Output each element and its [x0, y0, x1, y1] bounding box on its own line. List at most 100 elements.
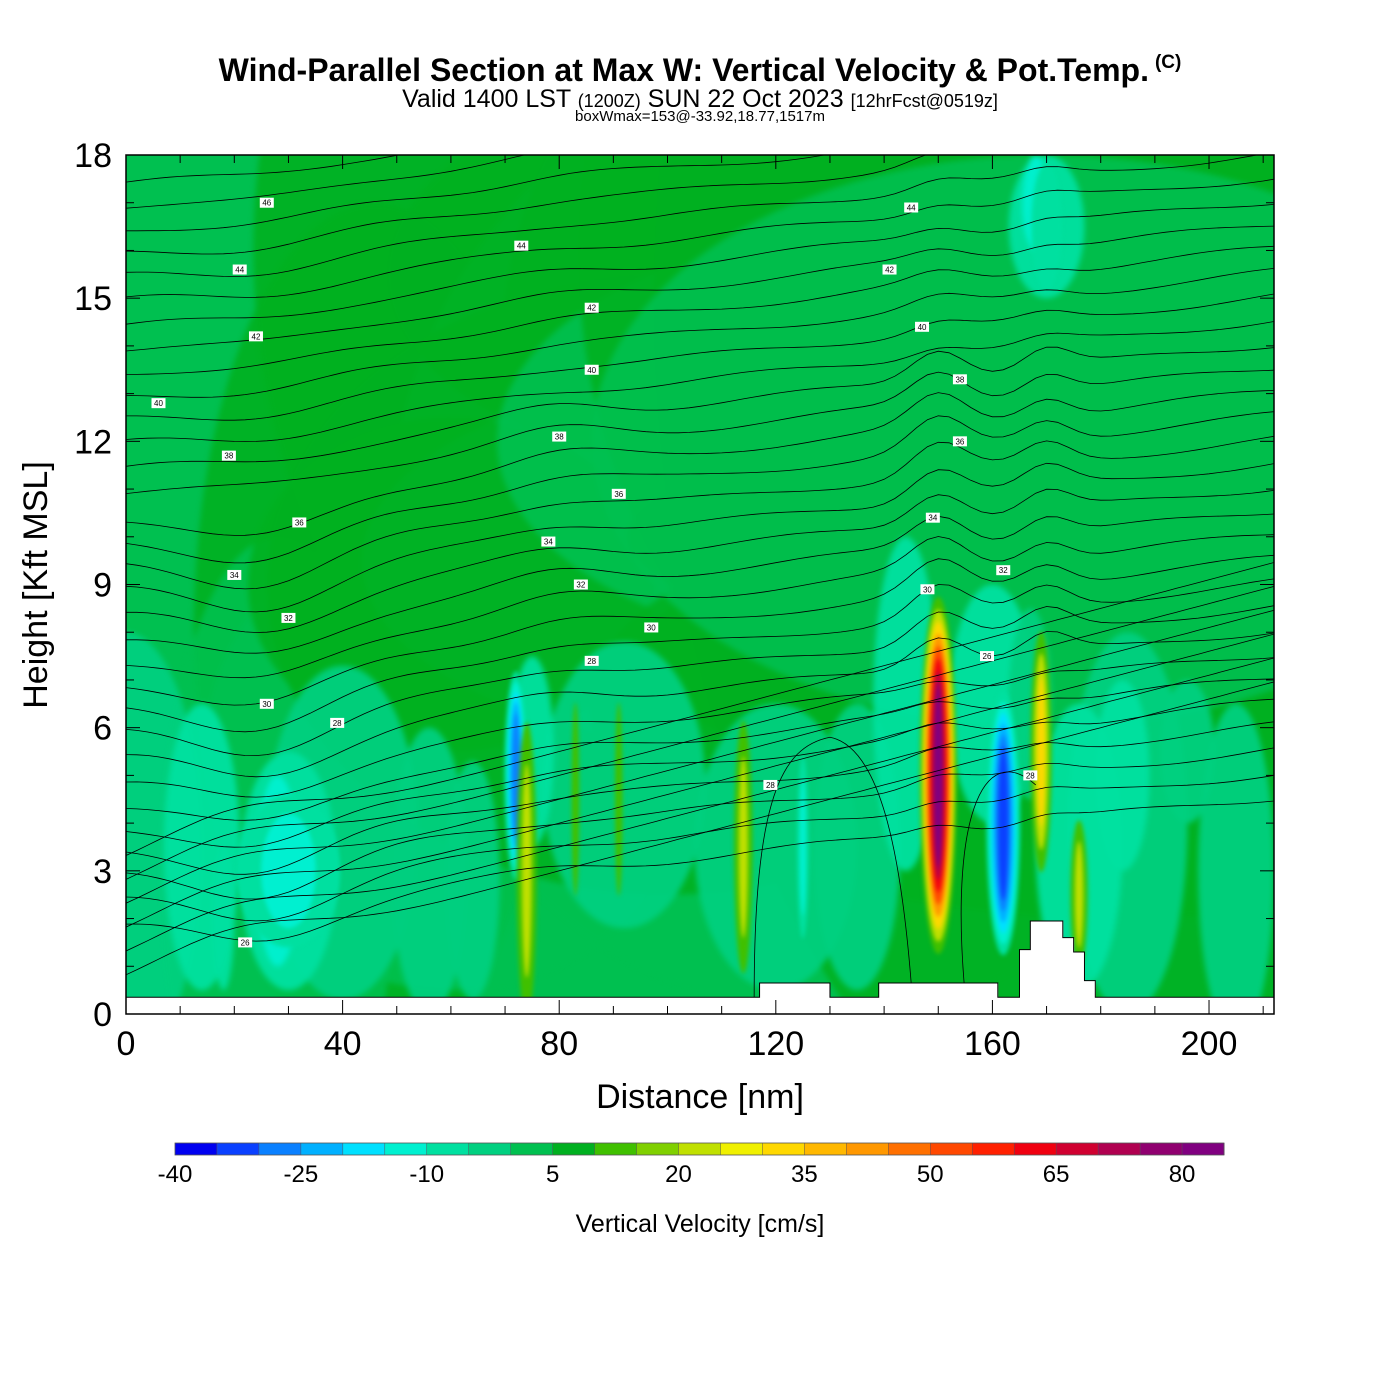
contour-label-text: 36: [614, 490, 623, 499]
contour-label-text: 44: [907, 203, 916, 212]
contour-label-text: 34: [928, 514, 937, 523]
potential-temperature-contours: [126, 10, 1274, 998]
contour-label-4: 38: [221, 450, 236, 461]
contour-label-text: 42: [885, 266, 894, 275]
contour-label-27: 32: [996, 565, 1011, 576]
contour-label-text: 26: [241, 938, 250, 947]
colorbar-swatch: [258, 1143, 302, 1155]
contour-label-text: 40: [154, 399, 163, 408]
isentrope-dome-2: [960, 771, 1037, 998]
terrain-step-6: [1030, 920, 1064, 1014]
colorbar-tick-label: 50: [917, 1161, 944, 1188]
isentrope-12: [126, 513, 1274, 654]
colorbar-tick-label: 20: [665, 1161, 692, 1188]
contour-label-28: 30: [920, 584, 935, 595]
isentrope-28: [126, 155, 927, 255]
colorbar-tick-label: -40: [158, 1161, 193, 1188]
isentrope-13: [126, 488, 1274, 633]
x-tick-label: 200: [1181, 1025, 1238, 1063]
terrain-step-10: [1095, 997, 1274, 1014]
colorbar-tick-label: -10: [409, 1161, 444, 1188]
contour-label-12: 42: [584, 302, 599, 313]
isentrope-25: [126, 204, 1274, 325]
colorbar-swatch: [552, 1143, 596, 1155]
colorbar-swatch: [720, 1143, 763, 1155]
contour-label-text: 34: [544, 538, 553, 547]
contour-label-text: 32: [284, 614, 293, 623]
contour-label-text: 28: [587, 657, 596, 666]
isentrope-17: [126, 390, 1274, 536]
contour-label-text: 30: [262, 700, 271, 709]
contour-label-text: 38: [555, 433, 564, 442]
isentrope-18: [126, 369, 1274, 494]
field-low-8: [542, 641, 706, 929]
colorbar-tick-label: -25: [284, 1161, 319, 1188]
contour-label-text: 38: [955, 375, 964, 384]
colorbar-swatch: [762, 1143, 805, 1155]
contour-label-15: 36: [611, 488, 626, 499]
colorbar-tick-label: 80: [1169, 1161, 1196, 1188]
isentrope-33: [126, 10, 1274, 133]
contour-label-text: 44: [517, 242, 526, 251]
field-low-6: [391, 727, 468, 1014]
x-tick-label: 80: [540, 1025, 578, 1063]
x-tick-label: 120: [747, 1025, 804, 1063]
isentrope-32: [126, 37, 1274, 155]
contour-label-16: 34: [541, 536, 556, 547]
colorbar-swatch: [342, 1143, 386, 1155]
isentrope-11: [126, 534, 1274, 679]
isentrope-0: [126, 800, 1274, 942]
contour-label-30: 28: [1023, 770, 1038, 781]
isentrope-4: [126, 698, 1274, 848]
velocity-cores: [236, 162, 1088, 1014]
contour-label-5: 36: [292, 517, 307, 528]
contour-label-0: 46: [259, 197, 274, 208]
field-low-16: [1095, 679, 1150, 871]
contour-label-text: 44: [235, 266, 244, 275]
y-tick-label: 0: [93, 996, 112, 1034]
isentrope-26: [126, 178, 1274, 298]
contour-label-10: 26: [238, 937, 253, 948]
contour-label-8: 30: [259, 698, 274, 709]
field-low-17: [1198, 703, 1274, 1014]
contour-label-text: 36: [955, 437, 964, 446]
contour-label-21: 44: [904, 202, 919, 213]
contour-label-29: 26: [980, 651, 994, 662]
terrain-step-9: [1084, 980, 1096, 1014]
colorbar-tick-label: 5: [546, 1161, 559, 1188]
colorbar-frame: [174, 1142, 1225, 1156]
terrain-step-2: [829, 997, 880, 1014]
field-region-0: [91, 0, 161, 12]
colorbar-swatch: [846, 1143, 889, 1155]
velocity-core-7: [986, 690, 1021, 956]
velocity-core-3: [615, 702, 623, 896]
contour-labels: 46 44 42 40 38 36 34 32 30 28 26 44 42 40 38 36 34 32 30 28…: [151, 197, 1038, 948]
contour-label-text: 38: [224, 452, 233, 461]
contour-label-text: 28: [1026, 771, 1035, 780]
colorbar-tick-label: 35: [791, 1161, 818, 1188]
contour-label-text: 42: [252, 332, 261, 341]
y-tick-label: 15: [74, 280, 112, 318]
field-low-18: [1160, 679, 1215, 824]
isentrope-low-5: [126, 562, 1274, 856]
isentrope-low-1: [126, 657, 1274, 952]
isentrope-low-4: [126, 586, 1274, 880]
y-axis-title: Height [Kft MSL]: [17, 461, 55, 709]
contour-label-text: 28: [333, 719, 342, 728]
field-region-20: [591, 155, 1274, 728]
contour-label-9: 28: [330, 717, 345, 728]
contour-label-text: 28: [766, 781, 775, 790]
isentrope-24: [126, 225, 1274, 352]
colorbar-swatch: [1182, 1143, 1225, 1155]
isentrope-low-3: [126, 609, 1274, 904]
isentrope-6: [126, 657, 1274, 798]
isentrope-dome: [753, 736, 912, 998]
isentrope-16: [126, 411, 1274, 564]
y-tick-label: 18: [74, 137, 112, 175]
colorbar-title: Vertical Velocity [cm/s]: [576, 1210, 825, 1238]
colorbar-swatch: [678, 1143, 721, 1155]
isentrope-21: [126, 293, 1274, 421]
contour-label-text: 26: [983, 652, 992, 661]
terrain-step-1: [759, 982, 831, 1014]
